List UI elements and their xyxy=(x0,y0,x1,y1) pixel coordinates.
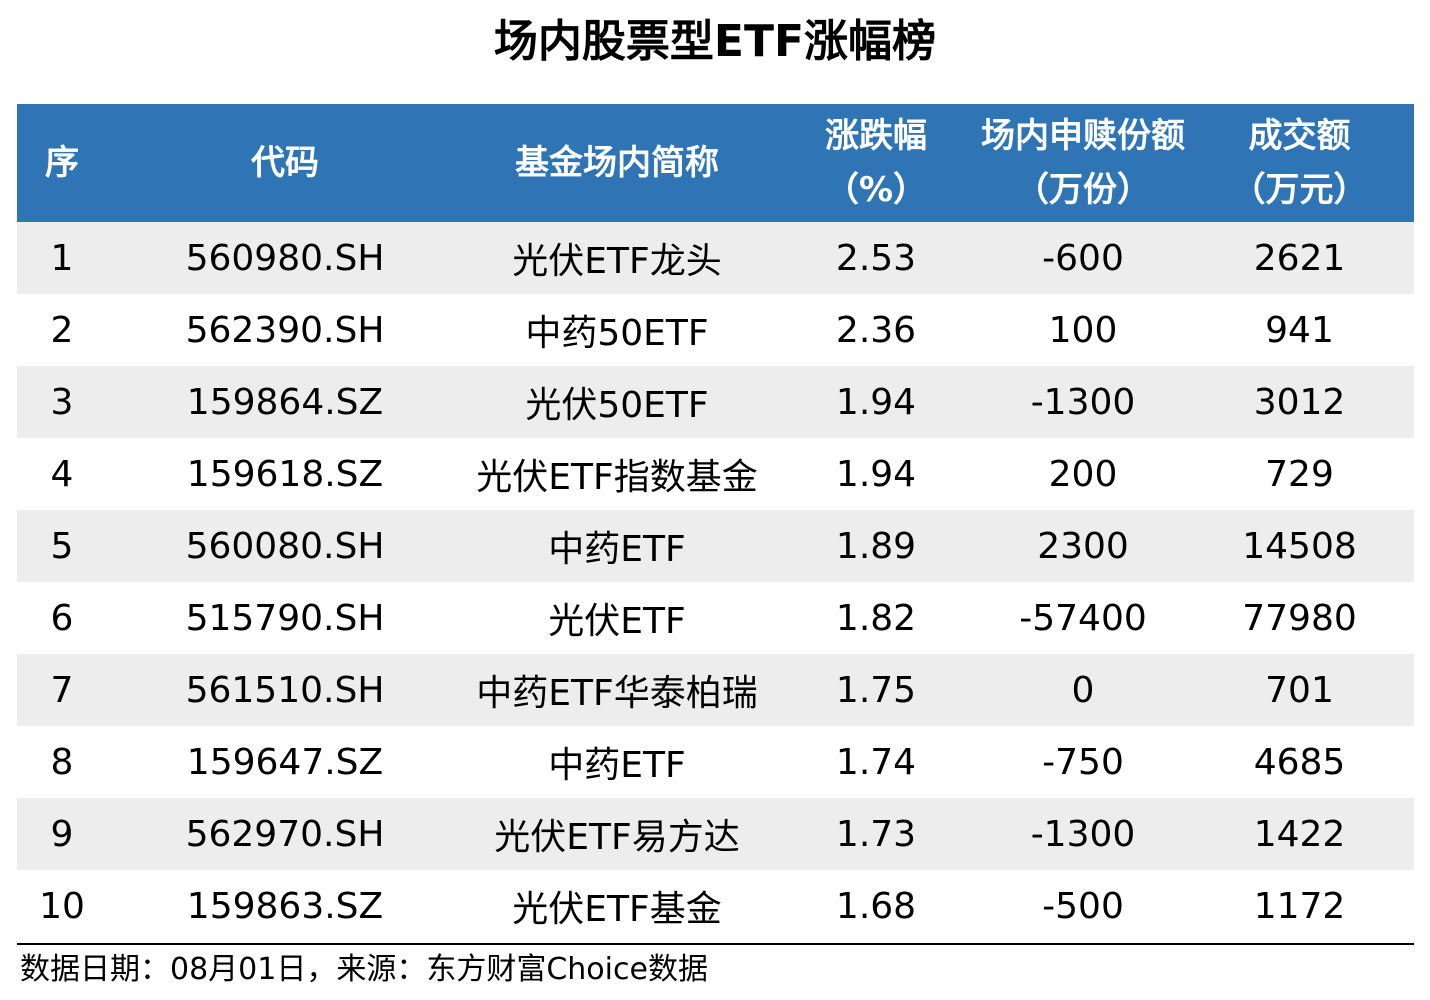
etf-ranking-table: 序 代码 基金场内简称 涨跌幅 （%） 场内申赎份额 （万份） 成交额 （万元） 1 560980… xyxy=(17,104,1414,942)
cell-turnover: 1172 xyxy=(1185,870,1414,942)
cell-name: 中药ETF华泰柏瑞 xyxy=(463,654,771,726)
cell-code: 560080.SH xyxy=(107,510,463,582)
cell-rank: 8 xyxy=(17,726,107,798)
column-header-change-pct: 涨跌幅 （%） xyxy=(771,104,981,222)
cell-change-pct: 1.73 xyxy=(771,798,981,870)
cell-turnover: 14508 xyxy=(1185,510,1414,582)
table-row: 10 159863.SZ 光伏ETF基金 1.68 -500 1172 xyxy=(17,870,1414,942)
column-header-line: 基金场内简称 xyxy=(515,143,719,183)
cell-name: 光伏50ETF xyxy=(463,366,771,438)
table-title: 场内股票型ETF涨幅榜 xyxy=(493,16,937,67)
cell-code: 562390.SH xyxy=(107,294,463,366)
column-header-rank: 序 xyxy=(17,104,107,222)
cell-turnover: 77980 xyxy=(1185,582,1414,654)
cell-rank: 6 xyxy=(17,582,107,654)
cell-share-change: -1300 xyxy=(981,798,1185,870)
cell-code: 560980.SH xyxy=(107,222,463,294)
column-header-line: （%） xyxy=(824,170,928,210)
cell-turnover: 2621 xyxy=(1185,222,1414,294)
table-row: 1 560980.SH 光伏ETF龙头 2.53 -600 2621 xyxy=(17,222,1414,294)
cell-share-change: -1300 xyxy=(981,366,1185,438)
cell-rank: 4 xyxy=(17,438,107,510)
cell-name: 光伏ETF易方达 xyxy=(463,798,771,870)
cell-share-change: 2300 xyxy=(981,510,1185,582)
column-header-line: 成交额 xyxy=(1248,116,1351,156)
cell-rank: 7 xyxy=(17,654,107,726)
column-header-line: （万元） xyxy=(1231,170,1368,210)
table-body: 1 560980.SH 光伏ETF龙头 2.53 -600 2621 2 562390.SH 中… xyxy=(17,222,1414,942)
table-row: 2 562390.SH 中药50ETF 2.36 100 941 xyxy=(17,294,1414,366)
cell-rank: 10 xyxy=(17,870,107,942)
cell-name: 中药ETF xyxy=(463,726,771,798)
column-header-line: 序 xyxy=(45,143,79,183)
cell-code: 159864.SZ xyxy=(107,366,463,438)
cell-change-pct: 1.68 xyxy=(771,870,981,942)
cell-change-pct: 1.94 xyxy=(771,438,981,510)
cell-rank: 3 xyxy=(17,366,107,438)
cell-code: 561510.SH xyxy=(107,654,463,726)
cell-share-change: -750 xyxy=(981,726,1185,798)
cell-share-change: -57400 xyxy=(981,582,1185,654)
footer-divider xyxy=(17,943,1414,945)
cell-share-change: 100 xyxy=(981,294,1185,366)
column-header-line: 场内申赎份额 xyxy=(981,116,1185,156)
cell-rank: 5 xyxy=(17,510,107,582)
cell-turnover: 701 xyxy=(1185,654,1414,726)
cell-name: 中药ETF xyxy=(463,510,771,582)
cell-code: 159647.SZ xyxy=(107,726,463,798)
column-header-share-change: 场内申赎份额 （万份） xyxy=(981,104,1185,222)
cell-code: 159863.SZ xyxy=(107,870,463,942)
column-header-name: 基金场内简称 xyxy=(463,104,771,222)
cell-change-pct: 2.53 xyxy=(771,222,981,294)
cell-name: 光伏ETF龙头 xyxy=(463,222,771,294)
cell-turnover: 729 xyxy=(1185,438,1414,510)
table-row: 4 159618.SZ 光伏ETF指数基金 1.94 200 729 xyxy=(17,438,1414,510)
cell-code: 562970.SH xyxy=(107,798,463,870)
cell-turnover: 941 xyxy=(1185,294,1414,366)
cell-code: 515790.SH xyxy=(107,582,463,654)
cell-code: 159618.SZ xyxy=(107,438,463,510)
cell-change-pct: 2.36 xyxy=(771,294,981,366)
cell-change-pct: 1.94 xyxy=(771,366,981,438)
cell-turnover: 1422 xyxy=(1185,798,1414,870)
table-row: 6 515790.SH 光伏ETF 1.82 -57400 77980 xyxy=(17,582,1414,654)
source-note: 数据日期：08月01日，来源：东方财富Choice数据 xyxy=(20,952,708,987)
table-row: 9 562970.SH 光伏ETF易方达 1.73 -1300 1422 xyxy=(17,798,1414,870)
table-row: 3 159864.SZ 光伏50ETF 1.94 -1300 3012 xyxy=(17,366,1414,438)
cell-share-change: -600 xyxy=(981,222,1185,294)
cell-turnover: 4685 xyxy=(1185,726,1414,798)
cell-name: 光伏ETF指数基金 xyxy=(463,438,771,510)
cell-change-pct: 1.89 xyxy=(771,510,981,582)
cell-share-change: -500 xyxy=(981,870,1185,942)
cell-name: 中药50ETF xyxy=(463,294,771,366)
column-header-line: 涨跌幅 xyxy=(825,116,927,156)
table-row: 7 561510.SH 中药ETF华泰柏瑞 1.75 0 701 xyxy=(17,654,1414,726)
cell-name: 光伏ETF基金 xyxy=(463,870,771,942)
table-row: 8 159647.SZ 中药ETF 1.74 -750 4685 xyxy=(17,726,1414,798)
cell-share-change: 200 xyxy=(981,438,1185,510)
column-header-turnover: 成交额 （万元） xyxy=(1185,104,1414,222)
cell-change-pct: 1.75 xyxy=(771,654,981,726)
column-header-line: 代码 xyxy=(251,143,319,183)
column-header-code: 代码 xyxy=(107,104,463,222)
cell-change-pct: 1.74 xyxy=(771,726,981,798)
column-header-line: （万份） xyxy=(1015,170,1151,210)
cell-rank: 9 xyxy=(17,798,107,870)
cell-share-change: 0 xyxy=(981,654,1185,726)
cell-name: 光伏ETF xyxy=(463,582,771,654)
cell-rank: 1 xyxy=(17,222,107,294)
table-row: 5 560080.SH 中药ETF 1.89 2300 14508 xyxy=(17,510,1414,582)
cell-rank: 2 xyxy=(17,294,107,366)
table-header-row: 序 代码 基金场内简称 涨跌幅 （%） 场内申赎份额 （万份） 成交额 （万元） xyxy=(17,104,1414,222)
cell-turnover: 3012 xyxy=(1185,366,1414,438)
cell-change-pct: 1.82 xyxy=(771,582,981,654)
